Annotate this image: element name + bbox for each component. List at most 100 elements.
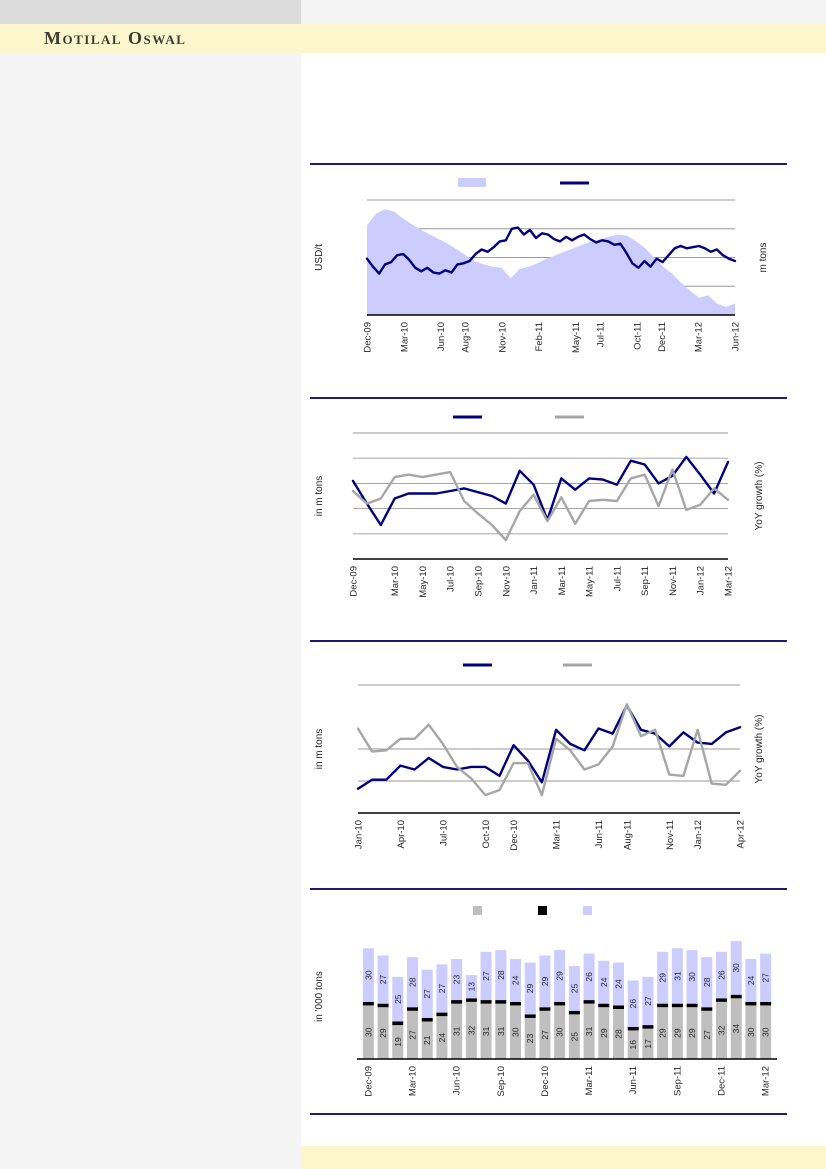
bar-segment-black	[451, 1000, 463, 1004]
bar-segment-gray	[716, 1001, 727, 1059]
bar-segment-lavender	[657, 951, 669, 1004]
bar-value-label-lavender: 28	[408, 977, 418, 987]
bar-segment-gray	[392, 1025, 404, 1059]
bar-value-label-gray: 31	[584, 1026, 594, 1036]
legend-line-swatch	[560, 181, 589, 185]
line-series	[356, 704, 742, 790]
legend-line-swatch	[453, 415, 482, 419]
x-tick-label: Mar-12	[724, 566, 735, 596]
bar-value-label-lavender: 29	[555, 971, 565, 981]
x-tick-label: Mar-12	[761, 1066, 772, 1096]
bar-segment-gray	[583, 1003, 595, 1059]
bar-segment-black	[377, 1003, 389, 1008]
bar-value-label-gray: 29	[672, 1028, 682, 1038]
bar-segment-gray	[554, 1005, 566, 1059]
x-tick-label: Mar-11	[584, 1066, 595, 1095]
x-tick-label: Mar-10	[390, 566, 401, 596]
bar-value-label-lavender: 27	[761, 973, 771, 983]
bar-value-label-lavender: 27	[378, 975, 388, 985]
x-tick-label: Mar-10	[399, 322, 410, 352]
bar-segment-black	[642, 1025, 654, 1029]
bar-value-label-gray: 29	[658, 1028, 668, 1038]
bar-segment-black	[716, 998, 727, 1002]
x-tick-label: Jun-10	[452, 1066, 463, 1095]
bar-value-label-gray: 27	[408, 1030, 418, 1040]
bar-value-label-gray: 31	[496, 1026, 506, 1036]
bar-segment-lavender	[465, 975, 477, 999]
bar-value-label-gray: 30	[511, 1027, 521, 1037]
bar-value-label-lavender: 24	[511, 975, 521, 985]
bar-segment-gray	[480, 1003, 492, 1059]
bar-value-label-gray: 27	[540, 1030, 550, 1040]
x-tick-label: Feb-11	[534, 322, 545, 351]
x-tick-label: Aug-11	[622, 820, 633, 850]
x-tick-label: Dec-11	[717, 1066, 728, 1096]
bar-segment-gray	[362, 1005, 374, 1059]
y-axis-label-right: YoY growth (%)	[754, 462, 765, 531]
legend-square-swatch	[473, 906, 482, 915]
brand-band: Motilal Oswal	[0, 24, 826, 53]
x-tick-label: Jun-11	[628, 1066, 639, 1094]
x-tick-label: Nov-10	[501, 566, 512, 597]
x-tick-label: Jul-10	[446, 566, 457, 592]
x-tick-label: Jul-11	[596, 322, 607, 347]
y-axis-label-left: USD/t	[314, 244, 325, 271]
bar-segment-gray	[642, 1028, 654, 1059]
bar-segment-black	[568, 1010, 580, 1015]
bar-segment-gray	[627, 1030, 639, 1059]
bar-segment-black	[657, 1003, 669, 1008]
bar-segment-black	[407, 1007, 418, 1011]
chart-1-canvas: Dec-09 Mar-10 Jun-10 Aug-10 Nov-10 Feb-11 May-…	[314, 178, 769, 353]
bar-value-label-lavender: 26	[584, 972, 594, 982]
bar-segment-lavender	[539, 955, 551, 1008]
bar-segment-black	[539, 1007, 551, 1011]
bar-value-label-lavender: 29	[525, 983, 535, 993]
bar-value-label-gray: 23	[525, 1033, 535, 1043]
bar-segment-gray	[407, 1010, 418, 1059]
bar-segment-black	[598, 1003, 610, 1008]
bar-segment-lavender	[583, 953, 595, 1001]
chart-section-price-inventory: Dec-09 Mar-10 Jun-10 Aug-10 Nov-10 Feb-11 May-…	[310, 163, 787, 397]
bar-segment-black	[686, 1003, 698, 1008]
bar-segment-gray	[451, 1003, 463, 1059]
x-tick-label: Jun-12	[731, 322, 742, 351]
bar-segment-lavender	[407, 957, 418, 1008]
x-tick-label: Jan-12	[693, 820, 704, 849]
bar-segment-gray	[377, 1007, 389, 1059]
y-axis-label-right: m tons	[758, 242, 769, 272]
bar-segment-black	[627, 1026, 639, 1031]
legend-square-swatch	[538, 906, 547, 915]
bar-value-label-lavender: 24	[746, 975, 756, 985]
bar-value-label-gray: 29	[687, 1028, 697, 1038]
bar-segment-black	[613, 1005, 624, 1009]
bar-segment-gray	[657, 1007, 669, 1059]
bar-segment-black	[510, 1001, 521, 1006]
x-tick-label: Mar-11	[557, 566, 568, 595]
bar-value-label-gray: 28	[614, 1029, 624, 1039]
bar-segment-lavender	[568, 966, 580, 1011]
bar-segment-lavender	[627, 980, 639, 1027]
bar-value-label-lavender: 13	[466, 982, 476, 992]
bar-value-label-gray: 29	[599, 1028, 609, 1038]
bar-value-label-gray: 32	[466, 1025, 476, 1035]
bar-value-label-gray: 19	[393, 1037, 403, 1047]
bar-segment-lavender	[730, 941, 742, 995]
bar-segment-gray	[613, 1009, 624, 1059]
chart-4-canvas: 30 30 29 27 19 25 27 28 21 27 24 27 31 23 32 13 31 27 31 28…	[314, 906, 777, 1097]
bar-value-label-lavender: 26	[628, 999, 638, 1009]
bar-segment-lavender	[524, 962, 536, 1015]
bar-segment-lavender	[480, 951, 492, 1001]
bar-segment-black	[465, 998, 477, 1002]
y-axis-label-right: YoY growth (%)	[754, 715, 765, 784]
bar-value-label-lavender: 27	[437, 983, 447, 993]
bar-value-label-lavender: 29	[658, 973, 668, 983]
chart-section-growth-1: Dec-09 Mar-10 May-10 Jul-10 Sep-10 Nov-10 Jan-…	[310, 397, 787, 640]
bar-value-label-gray: 21	[422, 1035, 432, 1045]
bar-value-label-gray: 34	[731, 1024, 741, 1034]
bar-segment-black	[421, 1017, 433, 1022]
bar-value-label-lavender: 30	[687, 972, 697, 982]
x-tick-label: Dec-10	[509, 820, 520, 851]
bar-value-label-lavender: 26	[717, 970, 727, 980]
bar-segment-gray	[671, 1007, 683, 1059]
chart-3-canvas: Jan-10 Apr-10 Jul-10 Oct-10 Dec-10 Mar-11 Jun-…	[314, 663, 765, 851]
